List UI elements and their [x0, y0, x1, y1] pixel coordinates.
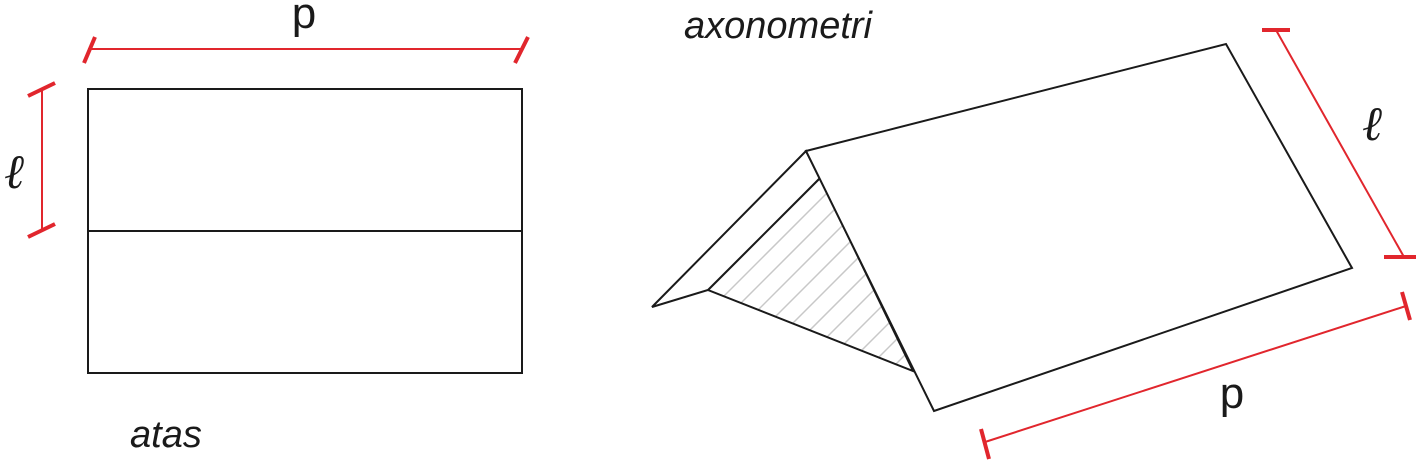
main-roof-slope [804, 42, 1354, 413]
gable-end-face [708, 178, 913, 371]
axo-length-dimension [979, 291, 1412, 460]
top-width-label: ℓ [4, 144, 24, 200]
axo-width-dimension [1262, 28, 1416, 259]
axonometric-caption: axonometri [684, 5, 874, 47]
axonometric-view: axonometri [651, 5, 1416, 460]
top-length-label: p [292, 0, 316, 38]
axo-length-label: p [1220, 369, 1244, 418]
top-width-dimension [27, 81, 56, 239]
top-view-caption: atas [130, 414, 202, 456]
top-view: p ℓ atas [4, 0, 530, 456]
top-length-dimension [82, 36, 530, 64]
axo-width-label: ℓ [1362, 96, 1382, 152]
